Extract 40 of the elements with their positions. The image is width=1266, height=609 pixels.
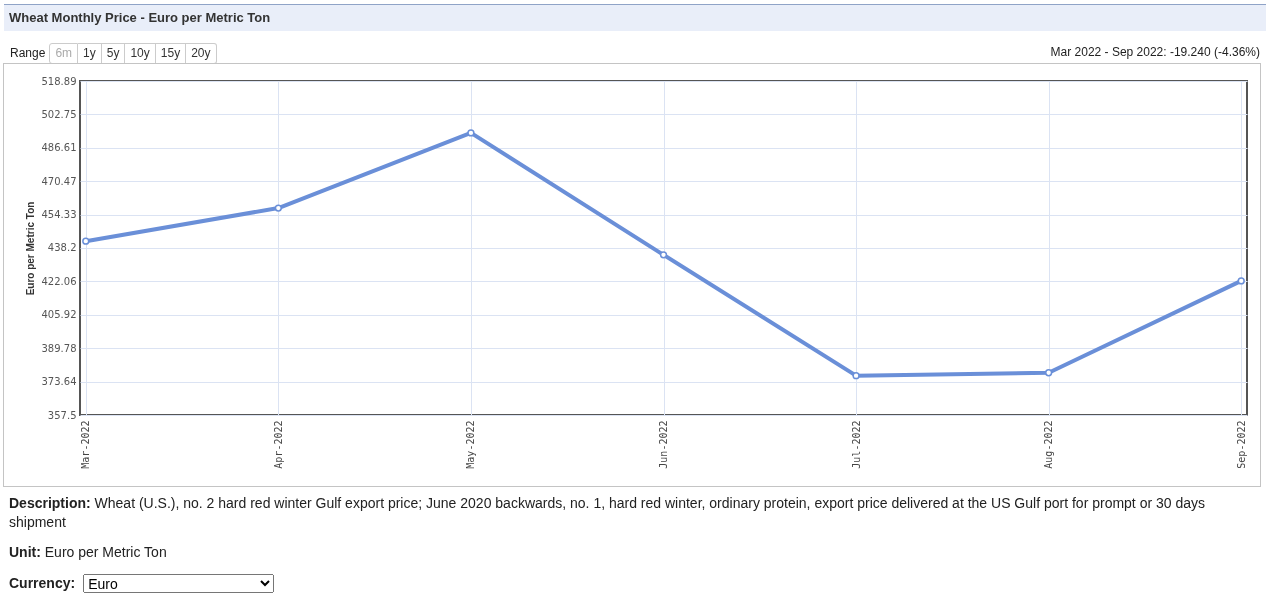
x-tick-label: Mar-2022: [80, 420, 92, 469]
text: Mar 2022 - Sep 2022: -19.240 (-4.36%): [1050, 45, 1260, 59]
y-tick-label: 438.2: [47, 242, 77, 254]
text: Euro per Metric Ton: [44, 544, 167, 560]
point: [852, 372, 860, 380]
text: Unit:: [9, 544, 41, 560]
y-tick-label: 405.92: [41, 309, 77, 321]
point: [274, 204, 283, 212]
x-tick-label: Jun-2022: [658, 420, 669, 469]
range-button: 10y: [125, 42, 156, 64]
x-tick-label: Sep-2022: [1235, 420, 1247, 469]
point: [1044, 369, 1053, 377]
point: [467, 129, 475, 137]
y-tick-label: 470.47: [41, 175, 77, 187]
point: [659, 251, 668, 259]
text: Currency:: [9, 574, 76, 593]
y-axis-title: Euro per Metric Ton: [24, 201, 36, 296]
currency-select: Euro: [83, 574, 275, 593]
y-tick-label: 422.06: [41, 275, 77, 287]
x-tick-label: Jul-2022: [850, 420, 862, 469]
text: Description:: [9, 495, 91, 511]
range-button: 1y: [78, 42, 102, 64]
y-tick-label: 454.33: [41, 209, 77, 221]
range-button: 6m: [49, 42, 79, 64]
point: [82, 237, 90, 245]
x-tick-label: Apr-2022: [272, 420, 284, 469]
x-tick-label: May-2022: [465, 420, 477, 469]
range-button: 15y: [155, 42, 187, 64]
y-tick-label: 486.61: [41, 142, 77, 154]
y-tick-label: 357.5: [47, 409, 77, 421]
y-tick-label: 373.64: [41, 376, 77, 388]
range-button: 20y: [186, 42, 217, 64]
chart-title: Wheat Monthly Price - Euro per Metric Ton: [4, 4, 1266, 31]
x-tick-label: Aug-2022: [1043, 420, 1055, 469]
y-tick-label: 502.75: [41, 108, 77, 120]
text: Range: [10, 46, 46, 60]
point: [1237, 277, 1245, 285]
y-tick-label: 389.78: [41, 342, 77, 354]
y-tick-label: 518.89: [41, 75, 77, 87]
range-button: 5y: [101, 42, 126, 64]
